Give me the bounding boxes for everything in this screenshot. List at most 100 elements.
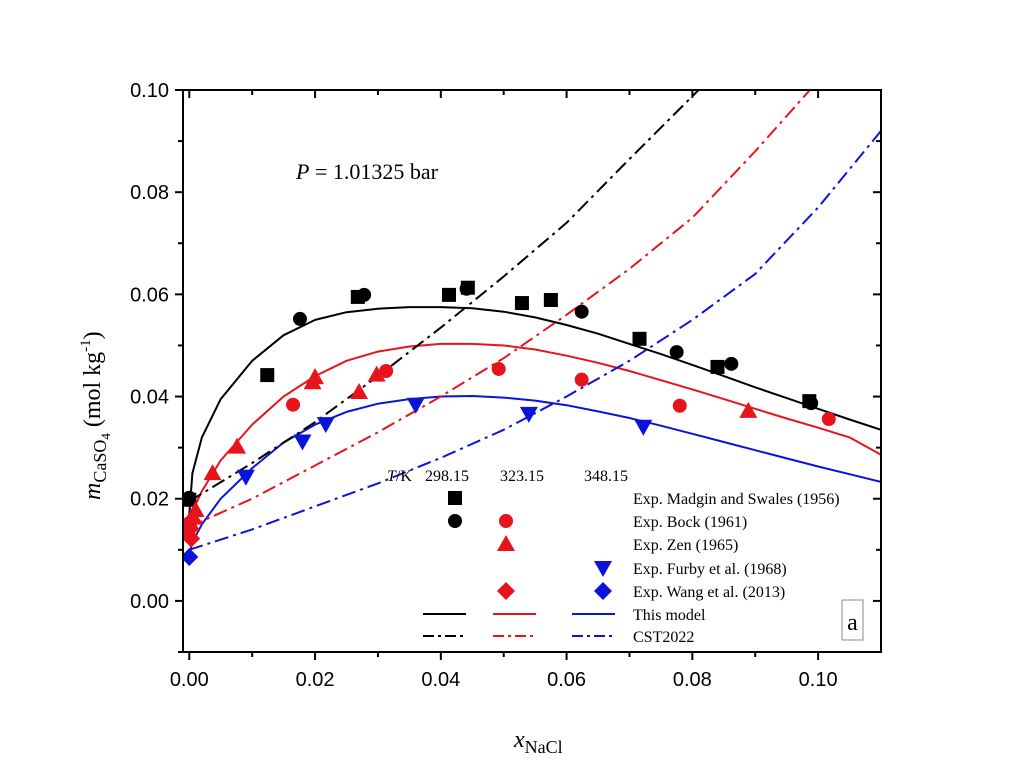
legend-label: This model (633, 607, 706, 624)
legend-temp-348: 348.15 (584, 468, 628, 485)
data-point-square-298.15 (441, 287, 456, 302)
data-point-circle-323.15 (286, 397, 301, 412)
y-axis-label-close: ) (80, 331, 106, 339)
y-axis-label-units: (mol kg (80, 352, 106, 433)
legend-marker-triangle-up-323.15 (497, 535, 515, 551)
legend-entry: Exp. Furby et al. (1968) (594, 561, 787, 578)
pressure-annotation: P = 1.01325 bar (295, 159, 439, 184)
data-point-triangle-down-348.15 (406, 397, 425, 414)
data-point-triangle-up-323.15 (306, 368, 325, 385)
cst2022-curve-323.15 (188, 90, 811, 528)
legend-label: CST2022 (633, 629, 694, 646)
legend-header-unit: /K (396, 468, 412, 485)
data-point-circle-298.15 (357, 287, 372, 302)
data-point-square-298.15 (710, 359, 725, 374)
legend-marker-diamond-348.15 (594, 582, 612, 600)
legend-temp-298: 298.15 (425, 468, 469, 485)
data-point-circle-298.15 (459, 281, 474, 296)
data-point-triangle-up-323.15 (367, 365, 386, 382)
data-point-diamond-323.15 (183, 520, 199, 539)
data-point-triangle-down-348.15 (293, 434, 312, 451)
data-point-circle-323.15 (379, 364, 394, 378)
data-point-triangle-down-348.15 (634, 419, 653, 436)
data-point-circle-298.15 (804, 396, 819, 411)
legend-entry: This model (423, 607, 706, 624)
axes: 0.00 0.02 0.04 0.06 0.08 0.10 0.00 0.02 0.04 0.06… (130, 80, 881, 691)
data-point-circle-323.15 (491, 361, 506, 376)
data-point-triangle-up-323.15 (186, 500, 205, 517)
points-layer (183, 280, 836, 566)
cst2022-curve-348.15 (188, 130, 881, 551)
data-point-triangle-up-323.15 (739, 401, 758, 418)
data-point-diamond-323.15 (183, 529, 201, 548)
x-axis-label: xNaCl (513, 727, 563, 757)
y-tick-label: 0.10 (130, 80, 169, 102)
data-point-square-298.15 (632, 331, 647, 346)
y-axis-label-sup: -1 (78, 339, 94, 352)
y-tick-label: 0.04 (130, 387, 169, 409)
data-point-square-298.15 (514, 296, 529, 311)
model-curve-348.15 (188, 395, 881, 556)
panel-label: a (841, 599, 864, 641)
data-point-circle-323.15 (574, 372, 589, 387)
data-point-triangle-up-323.15 (228, 437, 247, 454)
legend-rows: Exp. Madgin and Swales (1956) Exp. Bock (… (423, 491, 840, 646)
legend-marker-diamond-323.15 (497, 582, 515, 600)
data-point-circle-298.15 (183, 490, 197, 505)
legend: T/K 298.15 323.15 348.15 Exp. Madgin and… (387, 468, 840, 646)
x-tick-label: 0.10 (799, 669, 838, 691)
cst2022-curve-298.15 (188, 90, 700, 503)
legend-entry: Exp. Bock (1961) (448, 514, 747, 531)
legend-marker-circle-298.15 (448, 514, 462, 528)
data-point-circle-298.15 (292, 311, 307, 326)
y-tick-label: 0.00 (130, 591, 169, 613)
legend-marker-triangle-down-348.15 (594, 561, 612, 577)
legend-entry: Exp. Wang et al. (2013) (497, 582, 785, 601)
data-point-circle-298.15 (669, 345, 684, 360)
y-tick-label: 0.02 (130, 489, 169, 511)
legend-label: Exp. Madgin and Swales (1956) (633, 491, 840, 508)
x-tick-label: 0.00 (170, 669, 209, 691)
pressure-symbol: P (295, 159, 309, 184)
x-axis-label-main: x (513, 727, 525, 753)
data-point-circle-298.15 (574, 304, 589, 319)
model-curve-298.15 (188, 306, 881, 515)
data-point-triangle-up-323.15 (203, 464, 222, 481)
x-tick-label: 0.02 (296, 669, 335, 691)
data-point-circle-323.15 (672, 398, 687, 413)
legend-temp-323: 323.15 (500, 468, 544, 485)
legend-entry: Exp. Zen (1965) (497, 535, 738, 554)
x-tick-label: 0.06 (547, 669, 586, 691)
y-axis-label-main: m (80, 483, 106, 500)
data-point-circle-298.15 (724, 356, 739, 371)
legend-label: Exp. Zen (1965) (633, 537, 738, 554)
x-axis-label-sub: NaCl (525, 737, 563, 757)
curves-layer (188, 90, 881, 556)
y-axis-label: mCaSO4 (mol kg-1) (78, 331, 113, 500)
data-point-diamond-348.15 (183, 547, 199, 566)
y-tick-label: 0.08 (130, 182, 169, 204)
data-point-triangle-down-348.15 (519, 406, 538, 423)
legend-entry: Exp. Madgin and Swales (1956) (448, 491, 840, 508)
legend-marker-square-298.15 (448, 491, 462, 505)
data-point-circle-323.15 (821, 412, 836, 427)
legend-header: T/K (387, 468, 412, 485)
y-axis-label-sub: CaSO (90, 440, 110, 483)
x-tick-label: 0.08 (673, 669, 712, 691)
data-point-triangle-down-348.15 (236, 469, 255, 486)
plot-frame (182, 89, 882, 653)
legend-label: Exp. Wang et al. (2013) (633, 584, 785, 601)
panel-label-text: a (847, 610, 858, 636)
data-point-square-298.15 (543, 292, 558, 307)
data-point-triangle-down-348.15 (316, 417, 335, 434)
x-tick-label: 0.04 (421, 669, 460, 691)
y-tick-label: 0.06 (130, 284, 169, 306)
legend-entry: CST2022 (423, 629, 694, 646)
legend-label: Exp. Bock (1961) (633, 514, 747, 531)
legend-marker-circle-323.15 (499, 514, 513, 528)
data-point-triangle-up-323.15 (350, 382, 369, 399)
panel-label-box (841, 599, 864, 641)
legend-header-t: T (387, 468, 397, 485)
model-curve-323.15 (188, 342, 881, 530)
